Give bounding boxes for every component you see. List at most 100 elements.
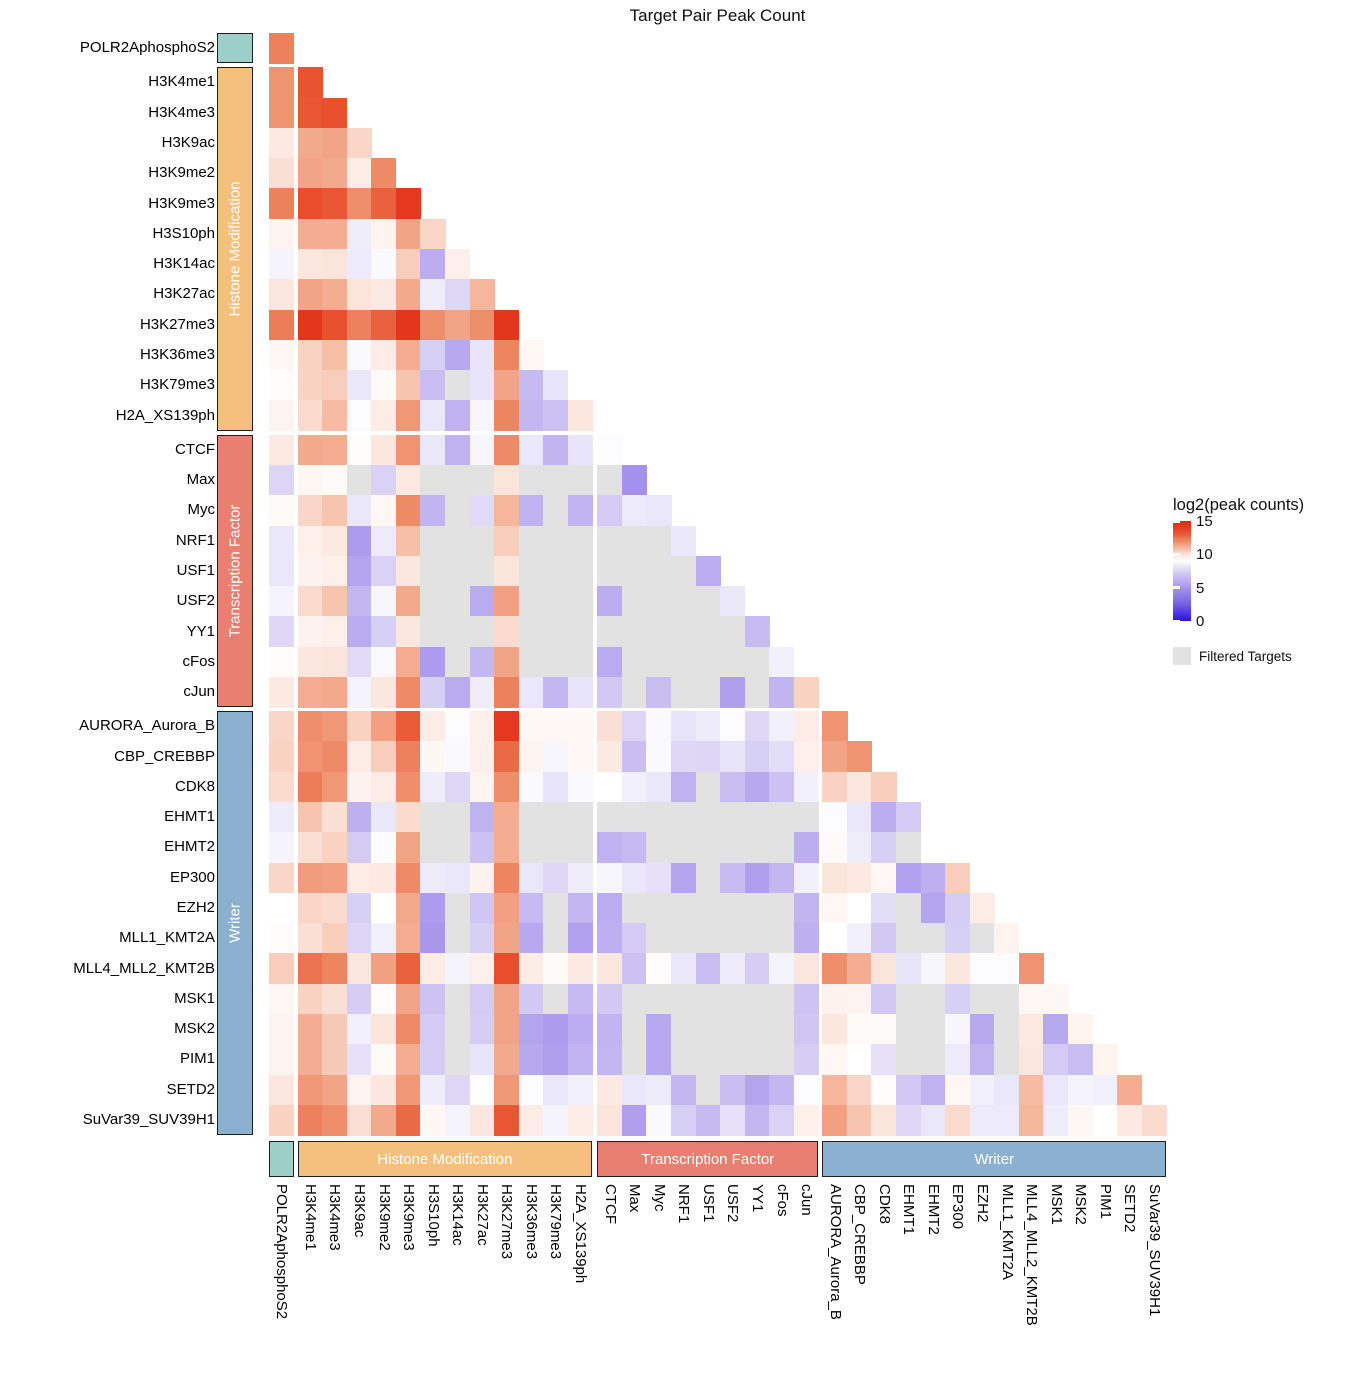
- heatmap-cell[interactable]: [444, 586, 471, 617]
- heatmap-cell[interactable]: [395, 464, 422, 496]
- heatmap-cell[interactable]: [518, 464, 544, 496]
- heatmap-cell[interactable]: [420, 676, 446, 708]
- heatmap-cell[interactable]: [322, 953, 348, 985]
- heatmap-cell[interactable]: [371, 249, 397, 280]
- heatmap-cell[interactable]: [444, 771, 471, 803]
- heatmap-cell[interactable]: [1092, 1074, 1118, 1106]
- heatmap-cell[interactable]: [543, 771, 569, 803]
- heatmap-cell[interactable]: [420, 1104, 446, 1136]
- heatmap-cell[interactable]: [322, 616, 348, 648]
- heatmap-cell[interactable]: [695, 771, 721, 803]
- heatmap-cell[interactable]: [469, 892, 495, 924]
- heatmap-cell[interactable]: [1043, 1074, 1069, 1106]
- heatmap-cell[interactable]: [322, 218, 348, 250]
- heatmap-cell[interactable]: [518, 1014, 544, 1045]
- heatmap-cell[interactable]: [322, 127, 348, 159]
- heatmap-cell[interactable]: [567, 525, 593, 557]
- heatmap-cell[interactable]: [297, 555, 323, 587]
- heatmap-cell[interactable]: [543, 586, 569, 617]
- heatmap-cell[interactable]: [444, 862, 471, 894]
- heatmap-cell[interactable]: [297, 1044, 323, 1076]
- heatmap-cell[interactable]: [371, 158, 397, 190]
- heatmap-cell[interactable]: [395, 249, 422, 280]
- heatmap-cell[interactable]: [269, 771, 295, 803]
- heatmap-cell[interactable]: [543, 1014, 569, 1045]
- heatmap-cell[interactable]: [846, 1044, 873, 1076]
- heatmap-cell[interactable]: [297, 339, 323, 371]
- heatmap-cell[interactable]: [945, 1044, 971, 1076]
- heatmap-cell[interactable]: [469, 525, 495, 557]
- heatmap-cell[interactable]: [543, 923, 569, 955]
- heatmap-cell[interactable]: [822, 771, 848, 803]
- heatmap-cell[interactable]: [597, 983, 623, 1015]
- heatmap-cell[interactable]: [322, 1044, 348, 1076]
- heatmap-cell[interactable]: [269, 464, 295, 496]
- heatmap-cell[interactable]: [695, 832, 721, 864]
- heatmap-cell[interactable]: [269, 525, 295, 557]
- heatmap-cell[interactable]: [420, 370, 446, 402]
- heatmap-cell[interactable]: [494, 923, 520, 955]
- heatmap-cell[interactable]: [793, 711, 820, 743]
- heatmap-cell[interactable]: [543, 711, 569, 743]
- heatmap-cell[interactable]: [720, 983, 746, 1015]
- heatmap-cell[interactable]: [543, 802, 569, 833]
- heatmap-cell[interactable]: [322, 741, 348, 773]
- heatmap-cell[interactable]: [1067, 1104, 1094, 1136]
- heatmap-cell[interactable]: [371, 1044, 397, 1076]
- heatmap-cell[interactable]: [371, 555, 397, 587]
- heatmap-cell[interactable]: [720, 892, 746, 924]
- heatmap-cell[interactable]: [1043, 1014, 1069, 1045]
- heatmap-cell[interactable]: [269, 218, 295, 250]
- heatmap-cell[interactable]: [646, 1014, 672, 1045]
- heatmap-cell[interactable]: [297, 464, 323, 496]
- heatmap-cell[interactable]: [322, 495, 348, 527]
- heatmap-cell[interactable]: [494, 676, 520, 708]
- heatmap-cell[interactable]: [969, 953, 995, 985]
- heatmap-cell[interactable]: [420, 249, 446, 280]
- heatmap-cell[interactable]: [720, 1014, 746, 1045]
- heatmap-cell[interactable]: [646, 525, 672, 557]
- heatmap-cell[interactable]: [322, 309, 348, 341]
- heatmap-cell[interactable]: [822, 832, 848, 864]
- heatmap-cell[interactable]: [469, 400, 495, 432]
- heatmap-cell[interactable]: [420, 279, 446, 311]
- heatmap-cell[interactable]: [346, 188, 372, 220]
- heatmap-cell[interactable]: [371, 279, 397, 311]
- heatmap-cell[interactable]: [621, 676, 648, 708]
- heatmap-cell[interactable]: [346, 1074, 372, 1106]
- heatmap-cell[interactable]: [969, 1074, 995, 1106]
- heatmap-cell[interactable]: [994, 983, 1020, 1015]
- heatmap-cell[interactable]: [297, 1104, 323, 1136]
- heatmap-cell[interactable]: [371, 370, 397, 402]
- heatmap-cell[interactable]: [822, 1104, 848, 1136]
- heatmap-cell[interactable]: [346, 279, 372, 311]
- heatmap-cell[interactable]: [469, 711, 495, 743]
- heatmap-cell[interactable]: [822, 711, 848, 743]
- heatmap-cell[interactable]: [695, 862, 721, 894]
- heatmap-cell[interactable]: [671, 862, 697, 894]
- heatmap-cell[interactable]: [744, 892, 770, 924]
- heatmap-cell[interactable]: [846, 1104, 873, 1136]
- heatmap-cell[interactable]: [297, 586, 323, 617]
- heatmap-cell[interactable]: [621, 983, 648, 1015]
- heatmap-cell[interactable]: [346, 586, 372, 617]
- heatmap-cell[interactable]: [371, 923, 397, 955]
- heatmap-cell[interactable]: [567, 434, 593, 466]
- heatmap-cell[interactable]: [1117, 1074, 1143, 1106]
- heatmap-cell[interactable]: [994, 1044, 1020, 1076]
- heatmap-cell[interactable]: [269, 676, 295, 708]
- heatmap-cell[interactable]: [297, 711, 323, 743]
- heatmap-cell[interactable]: [871, 862, 897, 894]
- heatmap-cell[interactable]: [494, 711, 520, 743]
- heatmap-cell[interactable]: [269, 249, 295, 280]
- heatmap-cell[interactable]: [322, 646, 348, 678]
- heatmap-cell[interactable]: [346, 218, 372, 250]
- heatmap-cell[interactable]: [920, 953, 946, 985]
- heatmap-cell[interactable]: [646, 586, 672, 617]
- heatmap-cell[interactable]: [469, 1104, 495, 1136]
- heatmap-cell[interactable]: [567, 495, 593, 527]
- heatmap-cell[interactable]: [621, 802, 648, 833]
- heatmap-cell[interactable]: [395, 983, 422, 1015]
- heatmap-cell[interactable]: [518, 1104, 544, 1136]
- heatmap-cell[interactable]: [518, 676, 544, 708]
